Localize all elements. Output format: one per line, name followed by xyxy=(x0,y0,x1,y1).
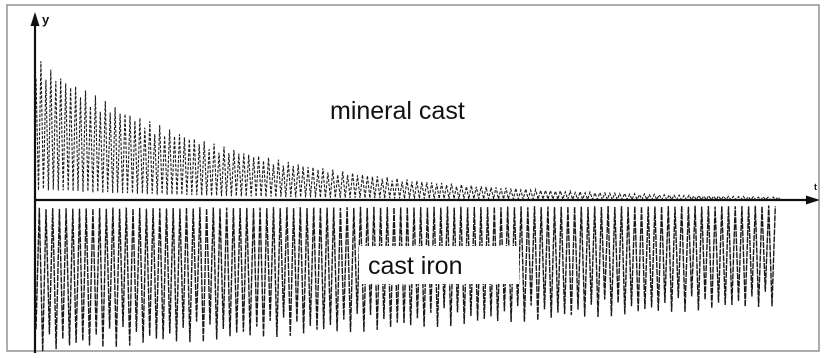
mineral-cast-trace xyxy=(35,61,781,202)
cast-iron-label-box xyxy=(359,246,519,284)
cast-iron-label: cast iron xyxy=(368,252,462,280)
x-axis-label: t xyxy=(814,182,817,192)
chart-frame xyxy=(6,4,820,352)
y-axis-label: y xyxy=(42,12,50,27)
mineral-cast-label: mineral cast xyxy=(330,97,465,125)
mineral-cast-oscillation xyxy=(35,61,781,202)
y-axis-arrowhead xyxy=(30,12,40,26)
mineral-cast-label-box xyxy=(322,90,504,128)
x-axis-arrowhead xyxy=(806,195,820,205)
